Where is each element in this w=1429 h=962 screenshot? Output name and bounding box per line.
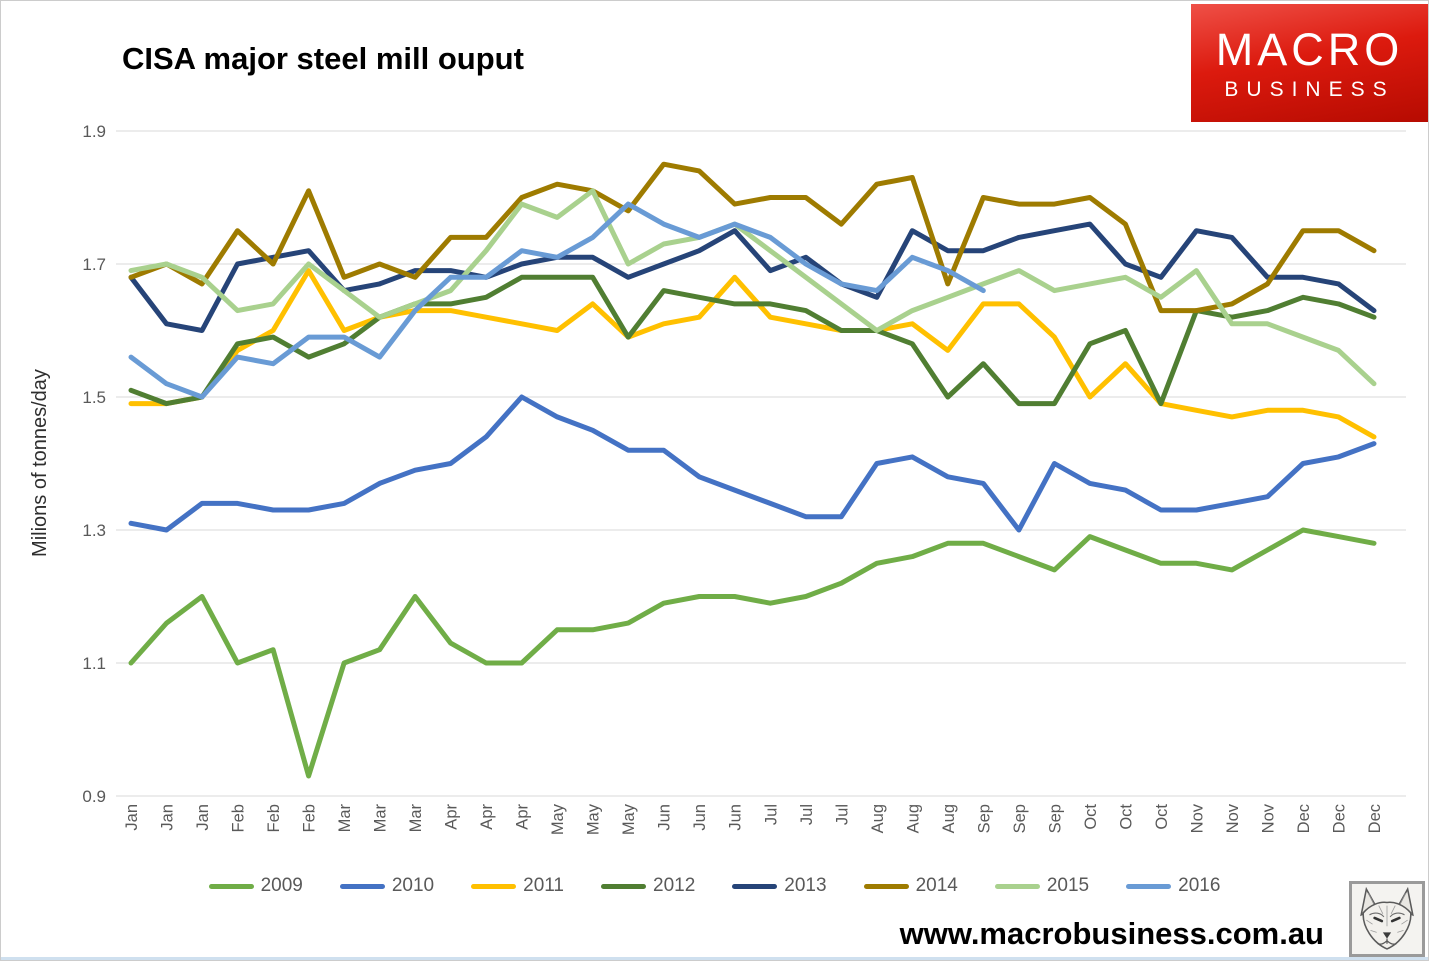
x-tick-label: Aug	[904, 804, 922, 833]
chart-legend: 2009 2010 2011 2012 2013 2014 2015 2016	[1, 875, 1428, 897]
x-tick-label: May	[549, 803, 567, 835]
x-tick-label: Jun	[691, 804, 709, 831]
legend-item-2010: 2010	[339, 875, 435, 897]
x-tick-label: Apr	[514, 804, 532, 830]
x-tick-label: Aug	[940, 804, 958, 833]
legend-label: 2011	[523, 875, 564, 896]
legend-swatch-2014	[863, 883, 909, 889]
x-tick-label: May	[620, 803, 638, 835]
x-tick-label: Feb	[230, 804, 248, 832]
x-tick-label: Feb	[265, 804, 283, 832]
legend-swatch-2009	[208, 883, 254, 889]
series-line-2009	[128, 527, 1377, 779]
y-tick-label: 1.9	[82, 122, 106, 141]
macrobusiness-logo[interactable]: MACRO BUSINESS	[1191, 4, 1428, 122]
x-tick-label: Mar	[407, 804, 425, 833]
series-line-2015	[128, 188, 1377, 387]
series-line-2012	[128, 274, 1377, 407]
x-tick-label: Oct	[1153, 804, 1171, 830]
x-tick-label: Mar	[336, 804, 354, 833]
x-tick-label: Oct	[1117, 804, 1135, 830]
x-tick-label: Jan	[194, 804, 212, 831]
x-tick-label: Feb	[301, 804, 319, 832]
series-line-2011	[128, 268, 1377, 440]
x-tick-label: Aug	[869, 804, 887, 833]
legend-swatch-2010	[339, 883, 385, 889]
y-tick-label: 1.5	[82, 388, 106, 407]
wolf-sketch-logo[interactable]	[1349, 881, 1425, 957]
legend-label: 2010	[391, 875, 435, 896]
legend-label: 2016	[1178, 875, 1221, 896]
legend-swatch-2011	[471, 883, 517, 889]
x-tick-label: Jul	[798, 804, 816, 825]
x-tick-label: Nov	[1259, 803, 1277, 833]
y-tick-label: 0.9	[82, 787, 106, 806]
legend-swatch-2015	[994, 883, 1040, 889]
x-tick-label: Apr	[478, 804, 496, 830]
x-tick-label: Oct	[1082, 804, 1100, 830]
wolf-sketch-icon	[1360, 887, 1414, 950]
x-tick-label: Nov	[1188, 803, 1206, 833]
x-tick-label: Jul	[833, 804, 851, 825]
x-tick-label: Dec	[1295, 804, 1313, 833]
page-title: CISA major steel mill ouput	[122, 41, 524, 76]
footer-url[interactable]: www.macrobusiness.com.au	[899, 916, 1324, 951]
window-bottom-edge	[1, 957, 1428, 960]
legend-item-2015: 2015	[994, 875, 1090, 897]
legend-swatch-2016	[1126, 883, 1172, 889]
x-tick-label: Jun	[727, 804, 745, 831]
legend-item-2014: 2014	[863, 875, 958, 897]
legend-label: 2012	[653, 875, 696, 896]
series-line-2010	[128, 394, 1377, 533]
legend-label: 2014	[915, 875, 958, 896]
legend-swatch-2012	[601, 883, 646, 889]
x-tick-label: Sep	[975, 804, 993, 833]
x-tick-label: Sep	[1046, 804, 1064, 833]
x-tick-label: Nov	[1224, 803, 1242, 833]
legend-label: 2015	[1046, 875, 1090, 896]
x-tick-label: Dec	[1330, 804, 1348, 833]
logo-text-business: BUSINESS	[1224, 77, 1395, 101]
logo-text-macro: MACRO	[1215, 23, 1404, 75]
legend-item-2013: 2013	[732, 875, 827, 897]
series-line-2016	[128, 201, 986, 400]
legend-item-2012: 2012	[601, 875, 695, 897]
x-tick-label: Jan	[159, 804, 177, 831]
y-tick-label: 1.7	[82, 255, 106, 274]
legend-item-2009: 2009	[208, 875, 303, 897]
y-tick-label: 1.3	[82, 521, 106, 540]
legend-item-2016: 2016	[1126, 875, 1220, 897]
x-tick-label: Jun	[656, 804, 674, 831]
legend-item-2011: 2011	[471, 875, 564, 897]
x-tick-label: Sep	[1011, 804, 1029, 833]
x-tick-label: Apr	[443, 804, 461, 830]
x-tick-label: May	[585, 803, 603, 835]
series-line-2014	[128, 161, 1377, 314]
x-tick-label: Mar	[372, 804, 390, 833]
legend-swatch-2013	[732, 883, 778, 889]
legend-label: 2013	[784, 875, 827, 896]
x-tick-label: Jan	[123, 804, 141, 831]
legend-label: 2009	[260, 875, 303, 896]
x-tick-label: Jul	[762, 804, 780, 825]
y-axis-title: Milions of tonnes/day	[29, 369, 51, 557]
y-tick-label: 1.1	[82, 654, 106, 673]
x-tick-label: Dec	[1366, 804, 1384, 833]
